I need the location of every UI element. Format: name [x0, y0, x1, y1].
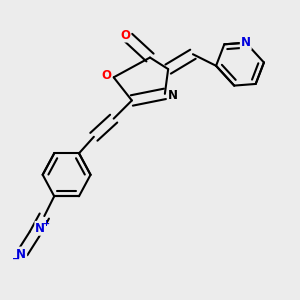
Text: N: N: [16, 248, 26, 260]
Text: −: −: [11, 254, 20, 264]
Text: N: N: [35, 222, 45, 235]
Text: N: N: [241, 36, 251, 49]
Text: N: N: [168, 89, 178, 102]
Text: +: +: [43, 219, 50, 228]
Text: O: O: [120, 28, 130, 42]
Text: O: O: [101, 69, 111, 82]
